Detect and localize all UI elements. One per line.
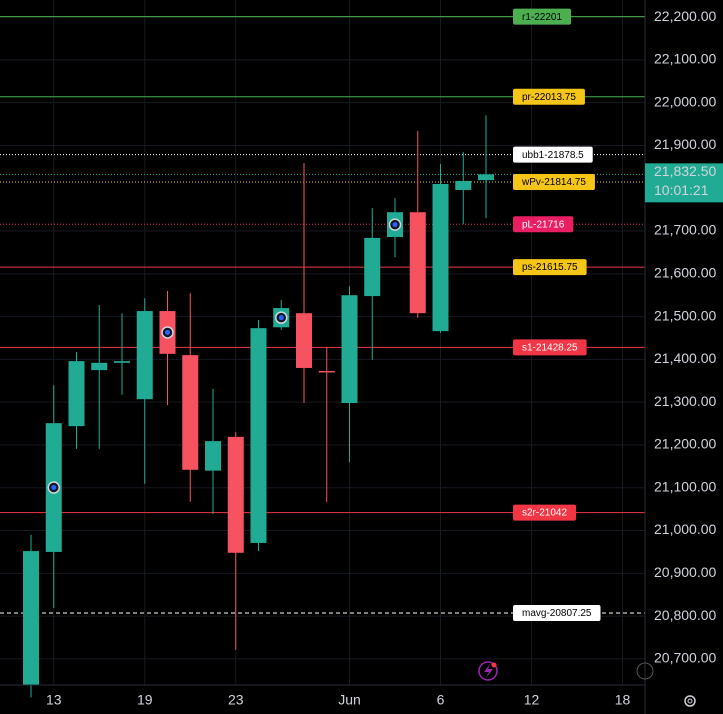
candle-body [432,183,449,332]
x-tick-label: Jun [338,692,361,708]
y-tick-label: 20,800.00 [654,607,716,623]
event-marker-dot [392,222,398,228]
y-tick-label: 21,300.00 [654,393,716,409]
y-tick-label: 20,700.00 [654,650,716,666]
level-label-box [513,8,572,25]
level-label-box [513,146,593,163]
candle-body [478,174,494,181]
y-tick-label: 22,200.00 [654,8,716,24]
level-label: s1-21428.25 [522,342,578,353]
level-labels: r1-22201 pr-22013.75 ubb1-21878.5 wPv-21814… [513,8,601,622]
candle-body [91,362,108,371]
candle-body [318,370,335,373]
x-tick-label: 12 [524,692,540,708]
price-tag-label: 21,832.50 [654,163,716,179]
candles [23,115,494,698]
candle-body [182,355,199,470]
candle-body [68,361,85,427]
level-label: mavg-20807.25 [522,608,592,619]
level-label: ubb1-21878.5 [522,150,584,161]
x-tick-label: 13 [46,692,62,708]
candle-body [409,212,426,314]
countdown: 10:01:21 [654,182,709,198]
y-tick-label: 21,400.00 [654,350,716,366]
y-tick-label: 21,100.00 [654,478,716,494]
y-tick-label: 21,000.00 [654,521,716,537]
y-tick-label: 21,200.00 [654,436,716,452]
level-label-box [513,88,585,105]
y-tick-label: 21,500.00 [654,307,716,323]
candle-body [341,295,358,404]
y-tick-label: 20,900.00 [654,564,716,580]
x-tick-label: 6 [437,692,445,708]
level-label-box [513,339,587,356]
level-label-box [513,605,601,622]
event-marker-dot [278,315,284,321]
level-label: s2r-21042 [522,508,567,519]
candle-body [455,180,472,190]
candle-body [205,441,221,471]
price-axis: 20,700.00 20,800.00 20,900.00 21,000.00 21,1… [645,8,723,666]
level-label-box [513,173,595,190]
level-label-box [513,216,574,233]
y-tick-label: 22,000.00 [654,93,716,109]
level-label-box [513,259,587,276]
level-label: pr-22013.75 [522,92,576,103]
x-tick-label: 23 [228,692,244,708]
y-tick-label: 21,700.00 [654,222,716,238]
y-tick-label: 22,100.00 [654,51,716,67]
settings-icon[interactable] [684,695,696,707]
price-tag [645,163,723,203]
candle-body [250,328,267,543]
candle-body [23,551,39,685]
candle-body [296,313,312,368]
level-label: wPv-21814.75 [521,177,586,188]
price-axis-panel [645,0,723,714]
alert-icon[interactable] [478,661,498,681]
x-tick-label: 18 [615,692,631,708]
candle-body [114,361,130,363]
scroll-icon[interactable] [636,662,654,680]
candle-body [364,237,381,297]
level-label-box [513,504,577,521]
candle-body [136,311,153,400]
y-tick-label: 21,600.00 [654,265,716,281]
event-marker-dot [51,485,57,491]
y-tick-label: 21,900.00 [654,136,716,152]
candle-body [227,436,244,553]
level-label: pL-21716 [522,219,565,230]
level-label: r1-22201 [522,12,562,23]
x-tick-label: 19 [137,692,153,708]
event-marker-dot [165,329,170,335]
level-label: ps-21615.75 [522,262,578,273]
